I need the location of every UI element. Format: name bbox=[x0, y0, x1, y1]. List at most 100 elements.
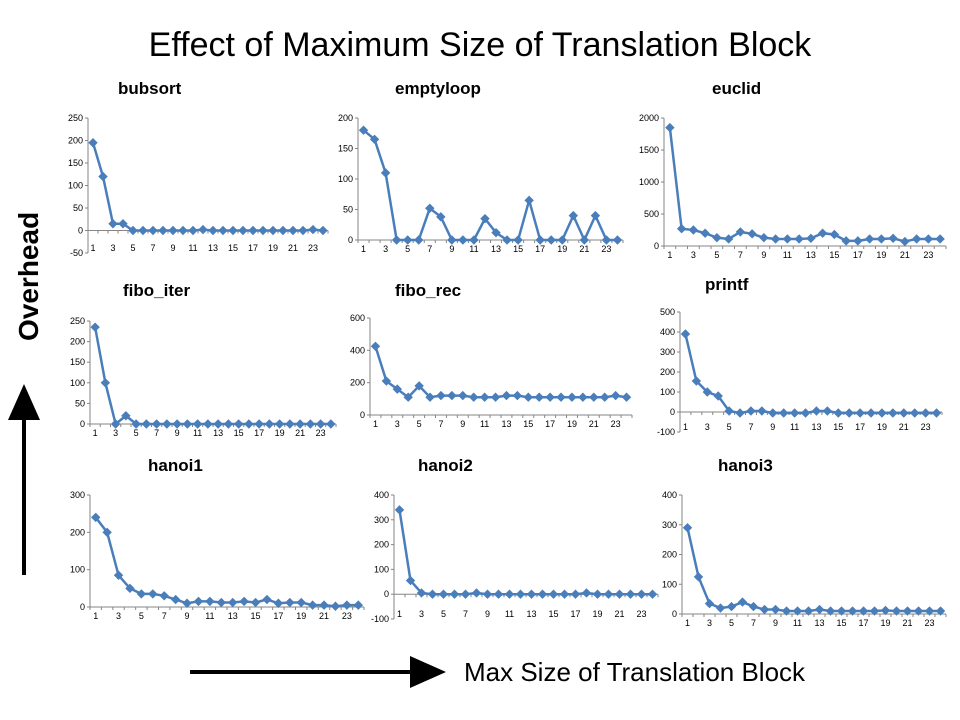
y-tick-label: -50 bbox=[70, 248, 83, 258]
data-point bbox=[148, 225, 158, 236]
x-tick-label: 9 bbox=[770, 422, 775, 432]
data-point bbox=[315, 419, 326, 429]
data-point bbox=[513, 235, 523, 245]
y-tick-label: 200 bbox=[70, 337, 85, 347]
data-point bbox=[817, 228, 828, 238]
x-tick-label: 7 bbox=[463, 609, 468, 619]
data-point bbox=[590, 210, 601, 221]
data-point bbox=[90, 322, 100, 332]
y-tick-label: 250 bbox=[68, 113, 83, 123]
data-point bbox=[449, 589, 460, 599]
x-tick-label: 21 bbox=[589, 419, 599, 429]
y-tick-label: 150 bbox=[70, 357, 85, 367]
data-point bbox=[392, 384, 402, 394]
data-point bbox=[479, 392, 490, 402]
x-tick-label: 17 bbox=[545, 419, 555, 429]
data-point bbox=[931, 408, 942, 418]
data-point bbox=[612, 235, 623, 245]
data-point bbox=[258, 225, 268, 236]
x-tick-label: 19 bbox=[567, 419, 577, 429]
y-tick-label: 0 bbox=[78, 226, 83, 236]
data-point bbox=[244, 419, 254, 429]
data-point bbox=[603, 589, 614, 599]
y-tick-label: 0 bbox=[80, 419, 85, 429]
data-point bbox=[822, 406, 833, 416]
y-tick-label: 0 bbox=[80, 602, 85, 612]
data-point bbox=[447, 235, 457, 245]
y-tick-label: 100 bbox=[660, 387, 675, 397]
data-point bbox=[447, 390, 457, 401]
panel-title-bubsort: bubsort bbox=[118, 79, 182, 98]
data-point bbox=[118, 219, 128, 229]
y-tick-label: 200 bbox=[350, 378, 365, 388]
series-line bbox=[668, 127, 941, 243]
y-tick-label: 200 bbox=[660, 367, 675, 377]
x-tick-label: 17 bbox=[254, 428, 264, 438]
x-tick-label: 1 bbox=[685, 618, 690, 628]
data-point bbox=[491, 227, 501, 238]
series-line bbox=[91, 142, 324, 232]
x-tick-label: 1 bbox=[361, 244, 366, 254]
data-point bbox=[877, 408, 887, 418]
data-point bbox=[205, 596, 215, 607]
data-point bbox=[98, 171, 108, 182]
data-point bbox=[833, 408, 843, 418]
data-point bbox=[568, 210, 579, 221]
x-tick-label: 19 bbox=[592, 609, 602, 619]
x-tick-label: 15 bbox=[836, 618, 846, 628]
data-point bbox=[923, 234, 934, 244]
data-point bbox=[436, 212, 446, 222]
x-tick-label: 1 bbox=[667, 250, 672, 260]
x-tick-label: 21 bbox=[902, 618, 912, 628]
y-tick-label: 400 bbox=[374, 490, 389, 500]
x-tick-label: 13 bbox=[228, 611, 238, 621]
x-tick-label: 5 bbox=[441, 609, 446, 619]
x-tick-label: 19 bbox=[877, 422, 887, 432]
x-tick-label: 19 bbox=[557, 244, 567, 254]
data-point bbox=[537, 589, 548, 599]
x-tick-label: 7 bbox=[162, 611, 167, 621]
data-point bbox=[748, 601, 759, 612]
data-point bbox=[308, 224, 318, 235]
data-point bbox=[438, 589, 449, 599]
data-point bbox=[307, 600, 318, 610]
x-tick-label: 17 bbox=[570, 609, 580, 619]
x-tick-label: 15 bbox=[829, 250, 839, 260]
data-point bbox=[319, 600, 329, 610]
x-tick-label: 3 bbox=[113, 428, 118, 438]
data-point bbox=[724, 406, 734, 416]
data-point bbox=[394, 505, 405, 515]
data-point bbox=[326, 419, 336, 429]
data-point bbox=[876, 234, 887, 244]
x-tick-label: 19 bbox=[296, 611, 306, 621]
x-tick-label: 23 bbox=[923, 250, 933, 260]
data-point bbox=[471, 588, 482, 598]
data-point bbox=[844, 408, 854, 418]
data-point bbox=[460, 589, 471, 599]
panel-title-hanoi1: hanoi1 bbox=[148, 456, 203, 475]
data-point bbox=[556, 392, 566, 402]
panel-title-hanoi2: hanoi2 bbox=[418, 456, 473, 475]
data-point bbox=[248, 225, 258, 236]
data-point bbox=[427, 589, 438, 599]
y-tick-label: 50 bbox=[75, 398, 85, 408]
data-point bbox=[159, 591, 169, 601]
y-tick-label: 100 bbox=[374, 564, 389, 574]
data-point bbox=[680, 329, 691, 339]
x-tick-label: 11 bbox=[783, 250, 792, 260]
x-tick-label: 23 bbox=[601, 244, 611, 254]
series-line bbox=[93, 326, 331, 427]
data-point bbox=[203, 419, 213, 429]
y-tick-label: 300 bbox=[660, 347, 675, 357]
y-tick-label: 0 bbox=[654, 241, 659, 251]
data-point bbox=[108, 219, 118, 229]
data-point bbox=[250, 597, 261, 608]
x-tick-label: 9 bbox=[185, 611, 190, 621]
data-point bbox=[545, 392, 555, 402]
x-tick-label: 13 bbox=[811, 422, 821, 432]
x-tick-label: 3 bbox=[395, 419, 400, 429]
x-tick-label: 1 bbox=[93, 611, 98, 621]
data-point bbox=[579, 235, 590, 245]
